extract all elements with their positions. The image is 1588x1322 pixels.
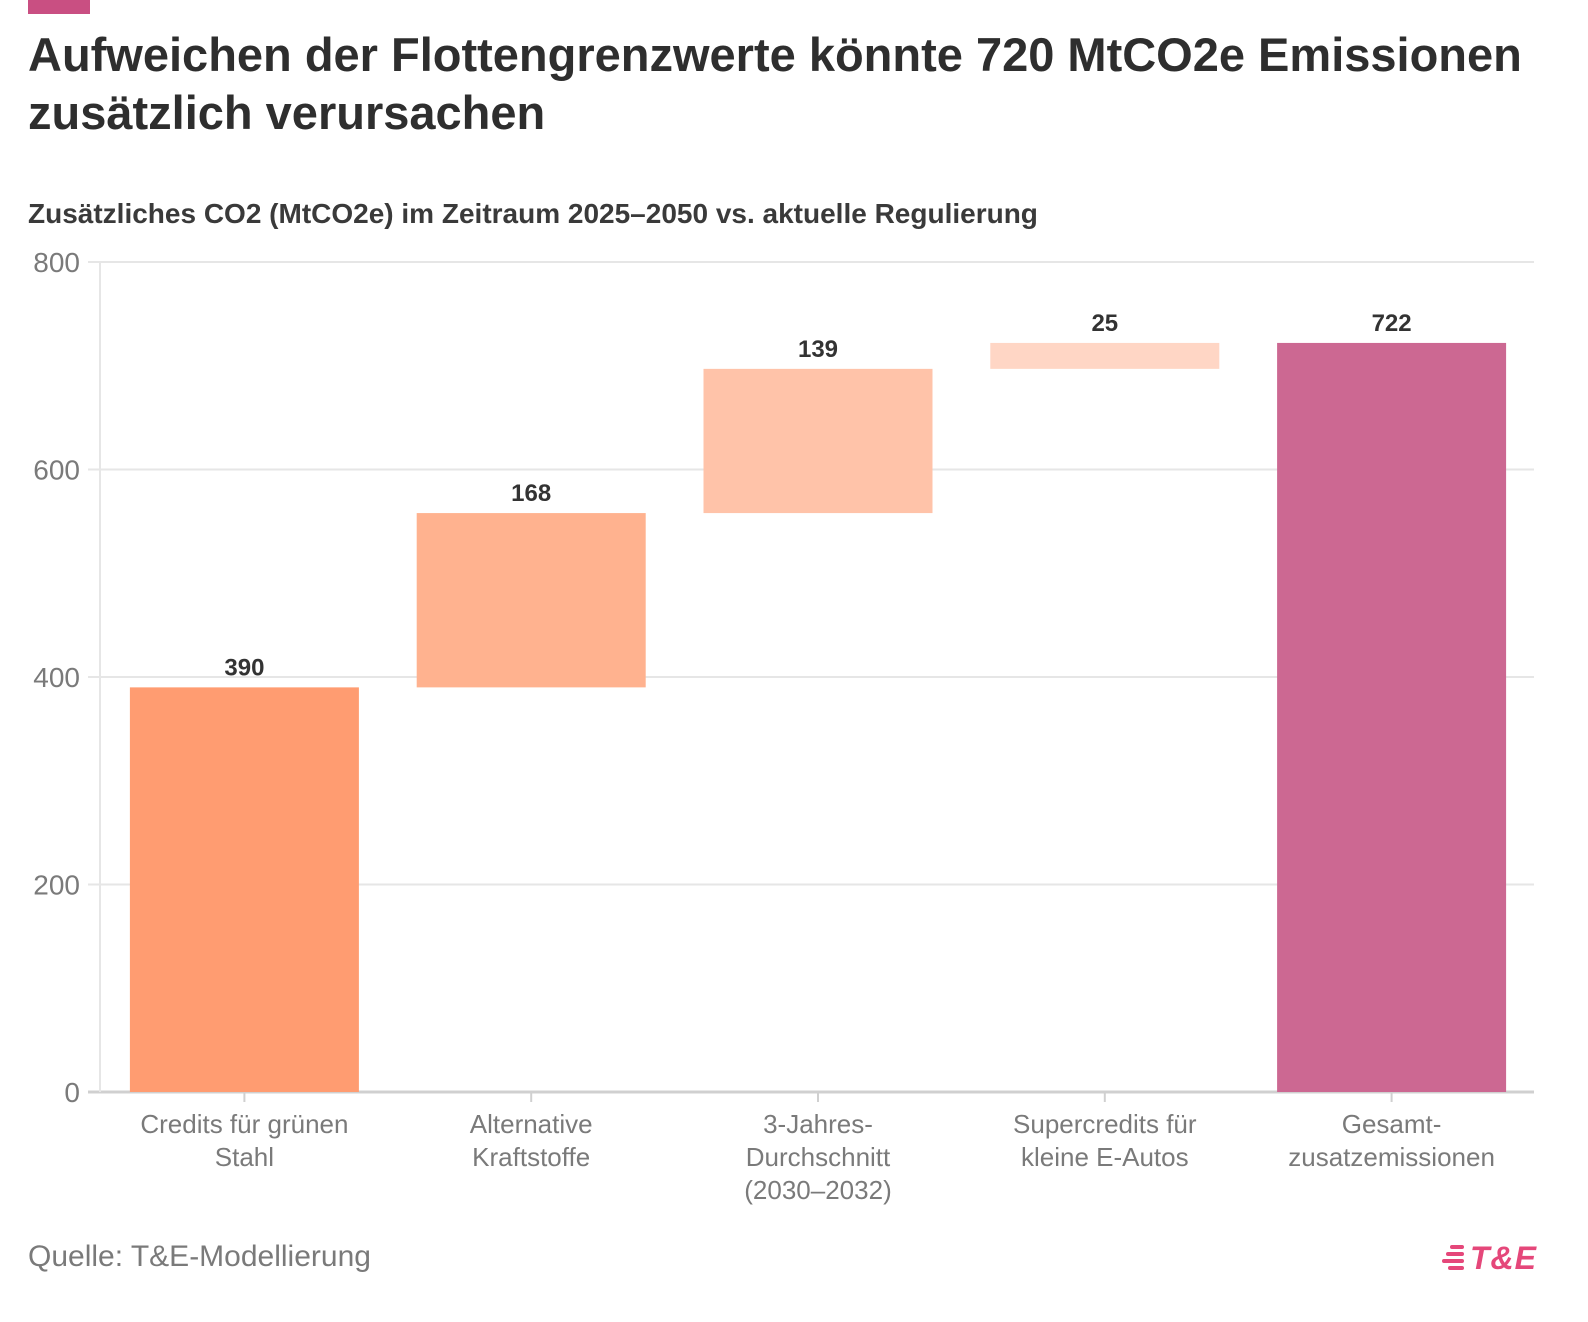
accent-bar xyxy=(28,0,90,14)
x-category-label: Alternative Kraftstoffe xyxy=(470,1109,593,1172)
category-label-line: Stahl xyxy=(215,1142,274,1172)
bar-step xyxy=(990,342,1220,369)
bar-step xyxy=(703,368,933,514)
source-note: Quelle: T&E-Modellierung xyxy=(28,1240,371,1273)
category-label-line: Durchschnitt xyxy=(746,1142,891,1172)
category-label-line: kleine E-Autos xyxy=(1021,1142,1189,1172)
category-label-line: (2030–2032) xyxy=(744,1175,891,1205)
category-label-line: Kraftstoffe xyxy=(472,1142,590,1172)
value-label: 25 xyxy=(1091,310,1118,337)
waterfall-chart: 0 200 400 600 800 390 Credits für grünen Stahl 1… xyxy=(33,247,1534,1205)
category-label-line: Credits für grünen xyxy=(140,1109,348,1139)
category-label-line: zusatzemissionen xyxy=(1288,1142,1495,1172)
bar-step xyxy=(416,513,646,688)
category-label-line: Gesamt- xyxy=(1342,1109,1442,1139)
value-label: 722 xyxy=(1372,310,1412,337)
logo-stripes-icon xyxy=(1442,1245,1464,1271)
value-label: 390 xyxy=(224,654,264,681)
y-tick-label: 600 xyxy=(33,455,80,486)
x-category-label: Supercredits für kleine E-Autos xyxy=(1013,1109,1197,1172)
category-label-line: Supercredits für xyxy=(1013,1109,1197,1139)
y-tick-label: 400 xyxy=(33,662,80,693)
chart-subtitle: Zusätzliches CO2 (MtCO2e) im Zeitraum 20… xyxy=(28,198,1038,229)
bar-total xyxy=(1277,342,1507,1092)
y-tick-label: 200 xyxy=(33,870,80,901)
category-label-line: Alternative xyxy=(470,1109,593,1139)
bar-step xyxy=(129,687,359,1092)
x-category-label: 3-Jahres-Durchschnitt (2030–2032) xyxy=(744,1109,891,1205)
chart-title: Aufweichen der Flottengrenzwerte könnte … xyxy=(28,28,1522,139)
x-category-label: Credits für grünen Stahl xyxy=(140,1109,348,1172)
y-tick-label: 800 xyxy=(33,247,80,278)
y-tick-label: 0 xyxy=(64,1077,80,1108)
te-logo: T&E xyxy=(1442,1238,1537,1278)
category-label-line: 3-Jahres- xyxy=(763,1109,873,1139)
value-label: 139 xyxy=(798,336,838,363)
x-category-label: Gesamt-zusatzemissionen xyxy=(1288,1109,1495,1172)
logo-text: T&E xyxy=(1470,1239,1537,1276)
value-label: 168 xyxy=(511,480,551,507)
